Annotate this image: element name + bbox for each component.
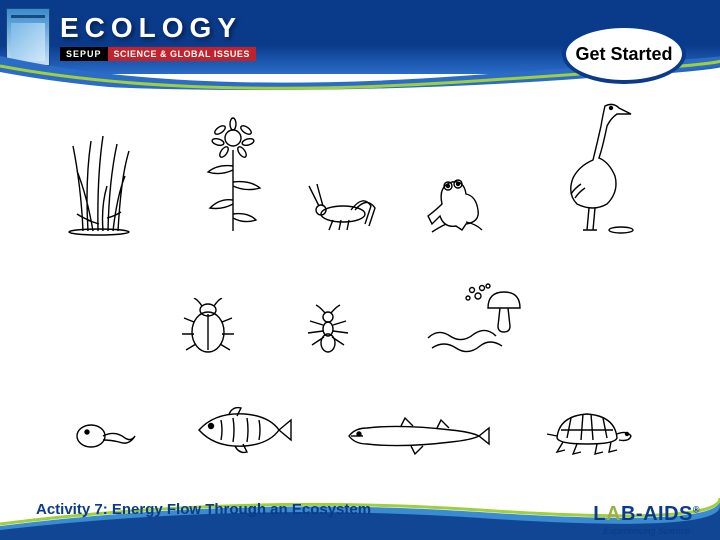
fish-icon xyxy=(185,400,295,460)
get-started-button[interactable]: Get Started xyxy=(562,24,686,84)
labaids-tagline: Experiencing Science xyxy=(593,526,700,536)
labaids-logo: LAB-AIDS® Experiencing Science xyxy=(593,503,700,536)
organism-row-2 xyxy=(46,278,660,358)
ant-icon xyxy=(298,303,358,358)
tadpole-icon xyxy=(69,410,139,460)
grasshopper-icon xyxy=(303,176,383,236)
organism-grid xyxy=(46,96,660,460)
organism-row-3 xyxy=(46,400,660,460)
turtle-icon xyxy=(537,400,637,460)
heron-icon xyxy=(533,96,643,236)
mushroom-worms-icon xyxy=(418,278,528,358)
activity-label: Activity 7: Energy Flow Through an Ecosy… xyxy=(36,501,371,518)
beetle-icon xyxy=(178,298,238,358)
grass-icon xyxy=(63,126,163,236)
flask-icon: A xyxy=(606,503,621,525)
organism-row-1 xyxy=(46,96,660,236)
title-block: ECOLOGY SEPUP SCIENCE & GLOBAL ISSUES xyxy=(60,12,256,62)
labaids-brand: LAB-AIDS® xyxy=(593,503,700,526)
sunflower-icon xyxy=(198,116,268,236)
frog-icon xyxy=(418,166,498,236)
page-title: ECOLOGY xyxy=(60,12,256,44)
pike-icon xyxy=(341,410,491,460)
get-started-label: Get Started xyxy=(575,44,672,65)
